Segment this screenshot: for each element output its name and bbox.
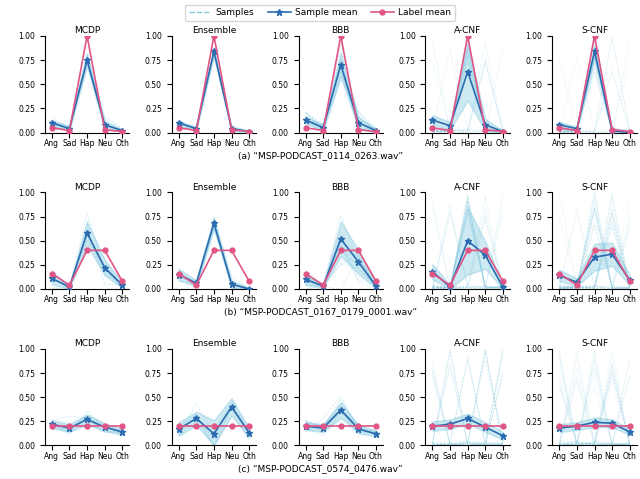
Legend: Samples, Sample mean, Label mean: Samples, Sample mean, Label mean [185,4,455,21]
Title: S-CNF: S-CNF [581,26,608,35]
Title: A-CNF: A-CNF [454,339,481,348]
Title: BBB: BBB [332,182,350,192]
Text: (a) “MSP-PODCAST_0114_0263.wav”: (a) “MSP-PODCAST_0114_0263.wav” [237,151,403,160]
Text: (b) “MSP-PODCAST_0167_0179_0001.wav”: (b) “MSP-PODCAST_0167_0179_0001.wav” [223,307,417,316]
Title: A-CNF: A-CNF [454,26,481,35]
Title: BBB: BBB [332,26,350,35]
Title: BBB: BBB [332,339,350,348]
Title: Ensemble: Ensemble [192,26,236,35]
Title: S-CNF: S-CNF [581,182,608,192]
Title: S-CNF: S-CNF [581,339,608,348]
Title: MCDP: MCDP [74,182,100,192]
Title: Ensemble: Ensemble [192,339,236,348]
Title: A-CNF: A-CNF [454,182,481,192]
Text: (c) “MSP-PODCAST_0574_0476.wav”: (c) “MSP-PODCAST_0574_0476.wav” [237,464,403,473]
Title: Ensemble: Ensemble [192,182,236,192]
Title: MCDP: MCDP [74,26,100,35]
Title: MCDP: MCDP [74,339,100,348]
